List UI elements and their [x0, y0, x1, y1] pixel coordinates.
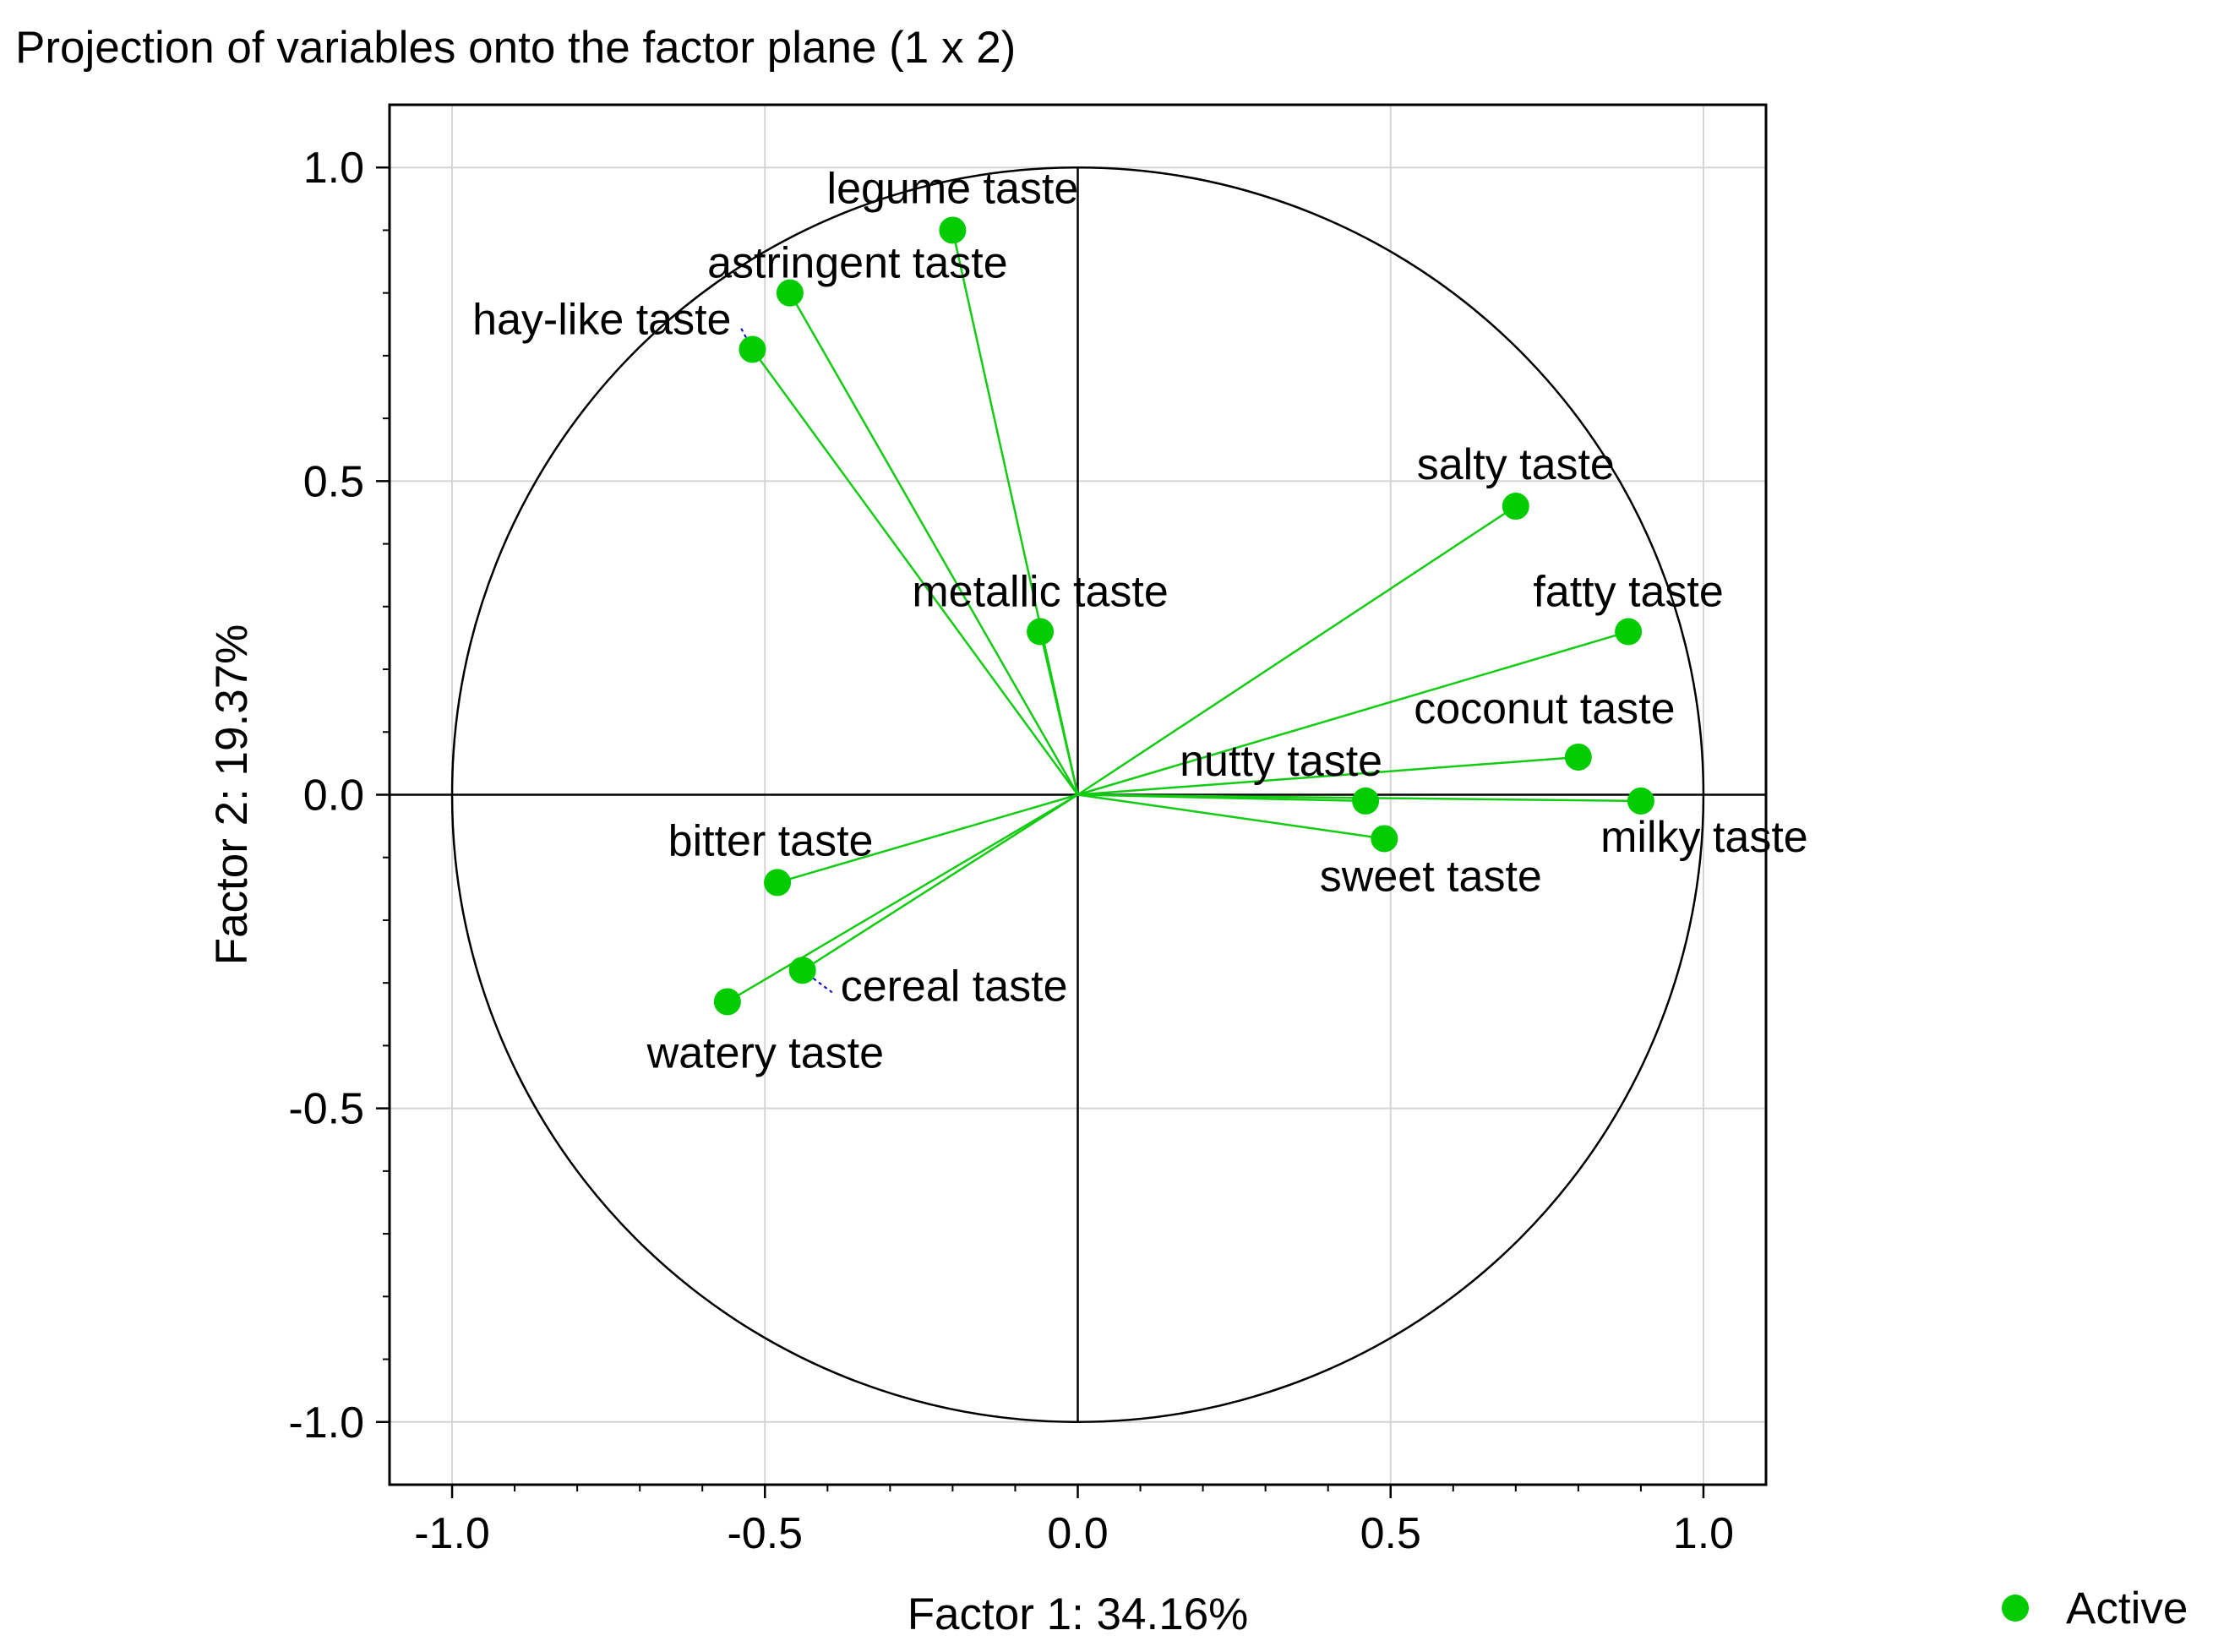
legend: Active [2002, 1584, 2188, 1633]
label-leader-line [739, 325, 754, 350]
x-tick-label: -1.0 [414, 1509, 490, 1558]
point-labels: legume taste astringent taste hay-like tas… [472, 164, 1808, 1077]
data-point [1627, 787, 1654, 815]
data-point [939, 216, 967, 244]
data-point [713, 988, 741, 1016]
point-label: nutty taste [1180, 737, 1382, 786]
y-tick-label: 0.0 [303, 771, 364, 821]
y-tick-label: -0.5 [288, 1085, 364, 1134]
data-point [1564, 743, 1592, 771]
loading-vector [1077, 793, 1385, 840]
x-tick-label: 1.0 [1673, 1509, 1734, 1558]
point-label: bitter taste [668, 816, 874, 865]
loading-vector [802, 793, 1079, 972]
point-label: sweet taste [1320, 852, 1542, 901]
loading-vector [727, 793, 1079, 1003]
legend-label: Active [2066, 1584, 2188, 1633]
loading-vector [751, 348, 1079, 796]
loading-vector [1038, 631, 1079, 795]
point-label: legume taste [827, 164, 1079, 213]
loading-vector [1077, 755, 1578, 796]
point-label: metallic taste [912, 568, 1168, 617]
x-tick-label: 0.5 [1360, 1509, 1421, 1558]
data-point [1615, 618, 1643, 646]
y-axis-ticks: 1.0 0.5 0.0 -0.5 -1.0 [288, 144, 390, 1448]
y-axis-label: Factor 2: 19.37% [207, 624, 257, 966]
point-label: milky taste [1600, 813, 1808, 862]
point-label: hay-like taste [472, 295, 731, 344]
point-label: salty taste [1417, 440, 1615, 489]
loading-points [713, 216, 1654, 1016]
data-point [1352, 787, 1380, 815]
point-label: fatty taste [1533, 568, 1723, 617]
point-label: cereal taste [841, 962, 1068, 1011]
x-axis-label: Factor 1: 34.16% [908, 1589, 1249, 1639]
loading-vector [1077, 630, 1629, 796]
point-label: coconut taste [1414, 684, 1675, 733]
data-point [1371, 825, 1398, 853]
chart-title: Projection of variables onto the factor … [15, 23, 1016, 73]
data-point [1027, 618, 1055, 646]
data-point [788, 957, 816, 984]
data-point [1502, 493, 1529, 521]
y-tick-label: 0.5 [303, 457, 364, 506]
data-point [776, 279, 804, 307]
x-axis-ticks: -1.0 -0.5 0.0 0.5 1.0 [414, 1485, 1734, 1558]
legend-marker [2002, 1595, 2029, 1622]
y-tick-label: -1.0 [288, 1398, 364, 1448]
point-label: watery taste [646, 1028, 884, 1077]
point-label: astringent taste [707, 239, 1008, 288]
loading-vector [1077, 505, 1517, 796]
x-tick-label: -0.5 [727, 1509, 803, 1558]
y-tick-label: 1.0 [303, 144, 364, 193]
x-tick-label: 0.0 [1047, 1509, 1108, 1558]
label-leaders [739, 325, 833, 994]
loading-vectors [727, 230, 1641, 1003]
data-point [739, 335, 766, 363]
data-point [764, 869, 792, 897]
loading-vector [777, 793, 1078, 884]
loading-vector [788, 292, 1079, 796]
